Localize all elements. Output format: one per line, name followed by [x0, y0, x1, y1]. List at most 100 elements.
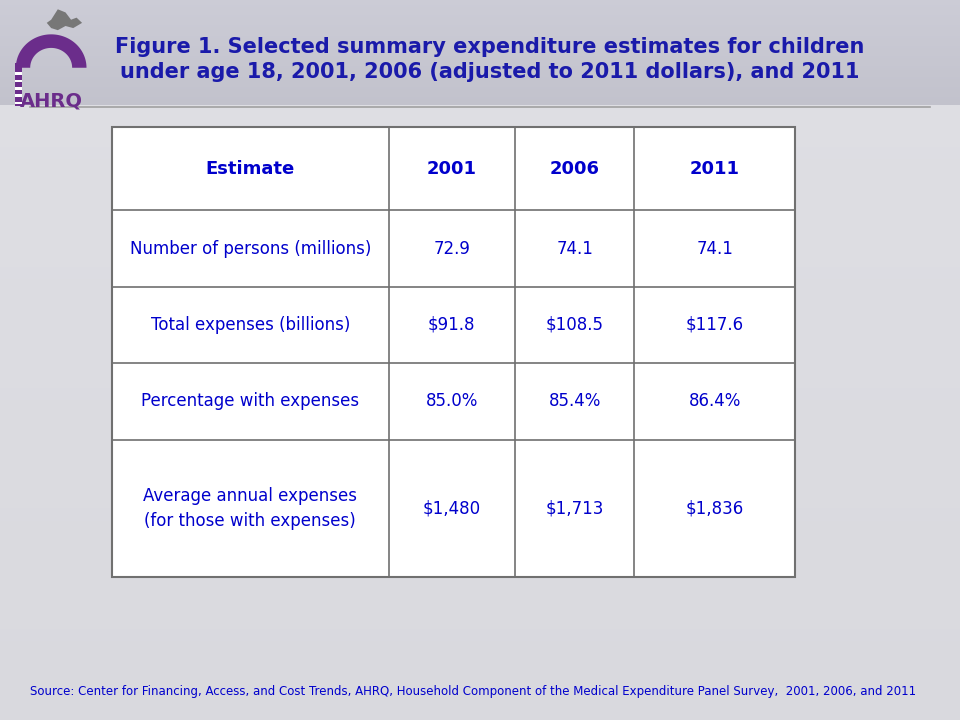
- Bar: [0, 172, 960, 173]
- Bar: [0, 212, 960, 213]
- Bar: [0, 85, 960, 86]
- Bar: [0, 671, 960, 672]
- Bar: [0, 435, 960, 436]
- Bar: [0, 703, 960, 704]
- Bar: [0, 676, 960, 677]
- Bar: [0, 496, 960, 497]
- Bar: [0, 633, 960, 634]
- Bar: [0, 645, 960, 646]
- Bar: [0, 378, 960, 379]
- Text: Number of persons (millions): Number of persons (millions): [130, 240, 371, 258]
- Bar: [0, 351, 960, 352]
- Bar: [0, 296, 960, 297]
- Bar: [0, 660, 960, 661]
- Bar: [0, 371, 960, 372]
- Bar: [0, 77, 960, 78]
- Bar: [0, 694, 960, 695]
- Bar: [0, 453, 960, 454]
- Bar: [0, 433, 960, 434]
- Bar: [0, 78, 960, 79]
- Bar: [0, 689, 960, 690]
- Bar: [0, 479, 960, 480]
- Bar: [0, 418, 960, 419]
- Bar: [0, 277, 960, 278]
- Bar: [0, 15, 960, 16]
- Text: Estimate: Estimate: [205, 160, 295, 178]
- Bar: [0, 625, 960, 626]
- Bar: [0, 243, 960, 244]
- Bar: [0, 168, 960, 169]
- Bar: [0, 562, 960, 563]
- Bar: [0, 27, 960, 28]
- Bar: [0, 512, 960, 513]
- Bar: [0, 636, 960, 637]
- Bar: [0, 188, 960, 189]
- Bar: [0, 96, 960, 97]
- Bar: [0, 455, 960, 456]
- Bar: [0, 704, 960, 705]
- Bar: [0, 402, 960, 403]
- Text: Figure 1. Selected summary expenditure estimates for children: Figure 1. Selected summary expenditure e…: [115, 37, 865, 57]
- Bar: [0, 329, 960, 330]
- Bar: [0, 619, 960, 620]
- Bar: [0, 368, 960, 369]
- Bar: [0, 238, 960, 239]
- Bar: [0, 313, 960, 314]
- Bar: [0, 437, 960, 438]
- Text: 2001: 2001: [427, 160, 477, 178]
- Bar: [0, 699, 960, 700]
- Bar: [0, 420, 960, 421]
- Bar: [0, 246, 960, 247]
- Bar: [0, 705, 960, 706]
- Bar: [0, 661, 960, 662]
- Bar: [0, 380, 960, 381]
- Bar: [0, 665, 960, 666]
- Bar: [0, 284, 960, 285]
- Bar: [0, 396, 960, 397]
- Bar: [0, 126, 960, 127]
- Bar: [0, 185, 960, 186]
- Bar: [0, 334, 960, 335]
- Bar: [0, 300, 960, 301]
- Bar: [0, 267, 960, 268]
- Bar: [0, 237, 960, 238]
- Bar: [0, 547, 960, 548]
- Bar: [0, 519, 960, 520]
- Bar: [0, 529, 960, 530]
- Bar: [0, 103, 960, 104]
- Bar: [0, 109, 960, 110]
- Bar: [0, 406, 960, 407]
- Bar: [0, 493, 960, 494]
- Bar: [0, 154, 960, 155]
- Bar: [0, 281, 960, 282]
- Bar: [0, 175, 960, 176]
- Bar: [0, 574, 960, 575]
- Bar: [0, 254, 960, 255]
- Bar: [0, 515, 960, 516]
- Bar: [14, 63, 22, 107]
- Bar: [0, 211, 960, 212]
- Bar: [0, 543, 960, 544]
- Bar: [0, 498, 960, 499]
- Bar: [0, 383, 960, 384]
- Bar: [0, 612, 960, 613]
- Bar: [0, 57, 960, 58]
- Bar: [0, 134, 960, 135]
- Bar: [0, 481, 960, 482]
- Bar: [0, 571, 960, 572]
- Bar: [0, 696, 960, 697]
- Bar: [0, 393, 960, 394]
- Bar: [0, 200, 960, 201]
- Bar: [0, 510, 960, 511]
- Bar: [0, 40, 960, 41]
- Bar: [0, 561, 960, 562]
- Bar: [0, 261, 960, 262]
- Text: 2006: 2006: [550, 160, 600, 178]
- Text: AHRQ: AHRQ: [19, 91, 83, 111]
- Bar: [0, 485, 960, 486]
- Bar: [0, 585, 960, 586]
- Bar: [0, 712, 960, 713]
- Bar: [0, 616, 960, 617]
- Bar: [0, 700, 960, 701]
- Bar: [0, 119, 960, 120]
